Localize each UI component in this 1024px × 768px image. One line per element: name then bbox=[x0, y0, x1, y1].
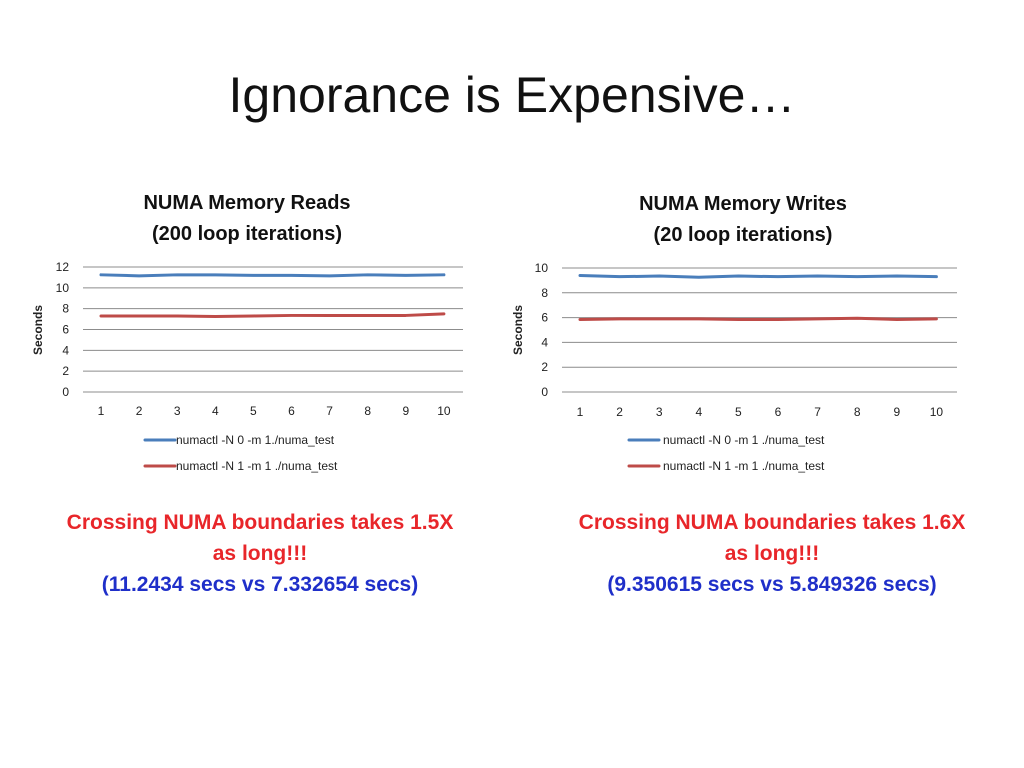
y-tick-label: 2 bbox=[62, 364, 69, 378]
y-tick-label: 10 bbox=[535, 261, 549, 275]
x-tick-label: 5 bbox=[250, 404, 257, 418]
y-tick-label: 10 bbox=[56, 281, 70, 295]
y-tick-label: 8 bbox=[541, 286, 548, 300]
y-tick-label: 6 bbox=[62, 323, 69, 337]
x-tick-label: 9 bbox=[893, 405, 900, 419]
y-tick-label: 0 bbox=[541, 385, 548, 399]
x-tick-label: 8 bbox=[854, 405, 861, 419]
chart-title-line-1: NUMA Memory Reads bbox=[143, 192, 351, 214]
x-tick-label: 7 bbox=[814, 405, 821, 419]
y-tick-label: 6 bbox=[541, 311, 548, 325]
x-tick-label: 5 bbox=[735, 405, 742, 419]
series-line-1 bbox=[99, 273, 446, 278]
conclusion-reads: Crossing NUMA boundaries takes 1.5X as l… bbox=[40, 507, 480, 600]
series-line-2 bbox=[578, 316, 938, 321]
x-tick-label: 4 bbox=[212, 404, 219, 418]
chart-memory-reads: NUMA Memory Reads (200 loop iterations) … bbox=[0, 180, 512, 480]
chart-title: NUMA Memory Reads (200 loop iterations) bbox=[40, 188, 454, 250]
conclusion-statement: Crossing NUMA boundaries takes 1.5X bbox=[66, 511, 454, 534]
y-axis-label: Seconds bbox=[31, 305, 45, 355]
x-tick-label: 2 bbox=[616, 405, 623, 419]
x-tick-label: 3 bbox=[174, 404, 181, 418]
x-tick-label: 8 bbox=[364, 404, 371, 418]
conclusion-detail: (11.2434 secs vs 7.332654 secs) bbox=[101, 573, 419, 596]
x-tick-label: 6 bbox=[775, 405, 782, 419]
legend-label-2: numactl -N 1 -m 1 ./numa_test bbox=[663, 459, 825, 473]
x-tick-label: 10 bbox=[437, 404, 451, 418]
conclusion-writes: Crossing NUMA boundaries takes 1.6X as l… bbox=[552, 507, 992, 600]
x-tick-label: 1 bbox=[577, 405, 584, 419]
series-line-2 bbox=[99, 312, 446, 318]
x-tick-label: 2 bbox=[136, 404, 143, 418]
y-tick-label: 8 bbox=[62, 302, 69, 316]
chart-title-line-2: (200 loop iterations) bbox=[151, 223, 343, 245]
x-tick-label: 3 bbox=[656, 405, 663, 419]
legend-label-1: numactl -N 0 -m 1./numa_test bbox=[176, 433, 335, 447]
conclusion-detail: (9.350615 secs vs 5.849326 secs) bbox=[607, 573, 937, 596]
conclusion-statement-cont: as long!!! bbox=[724, 542, 820, 565]
chart-memory-writes: NUMA Memory Writes (20 loop iterations) … bbox=[511, 180, 1024, 480]
x-tick-label: 6 bbox=[288, 404, 295, 418]
chart-title-line-2: (20 loop iterations) bbox=[653, 224, 833, 246]
x-tick-label: 7 bbox=[326, 404, 333, 418]
y-axis-label: Seconds bbox=[511, 305, 525, 355]
chart-title: NUMA Memory Writes (20 loop iterations) bbox=[536, 189, 950, 251]
x-tick-label: 4 bbox=[695, 405, 702, 419]
y-tick-label: 4 bbox=[541, 335, 548, 349]
y-tick-label: 4 bbox=[62, 343, 69, 357]
y-tick-label: 2 bbox=[541, 360, 548, 374]
legend-label-2: numactl -N 1 -m 1 ./numa_test bbox=[176, 459, 338, 473]
y-tick-label: 12 bbox=[56, 260, 70, 274]
x-tick-label: 10 bbox=[930, 405, 944, 419]
series-line-1 bbox=[578, 273, 938, 279]
x-tick-label: 9 bbox=[402, 404, 409, 418]
conclusion-statement: Crossing NUMA boundaries takes 1.6X bbox=[578, 511, 966, 534]
slide-title: Ignorance is Expensive… bbox=[228, 67, 796, 123]
chart-title-line-1: NUMA Memory Writes bbox=[639, 193, 847, 215]
x-tick-label: 1 bbox=[98, 404, 105, 418]
legend-label-1: numactl -N 0 -m 1 ./numa_test bbox=[663, 433, 825, 447]
y-tick-label: 0 bbox=[62, 385, 69, 399]
conclusion-statement-cont: as long!!! bbox=[212, 542, 308, 565]
